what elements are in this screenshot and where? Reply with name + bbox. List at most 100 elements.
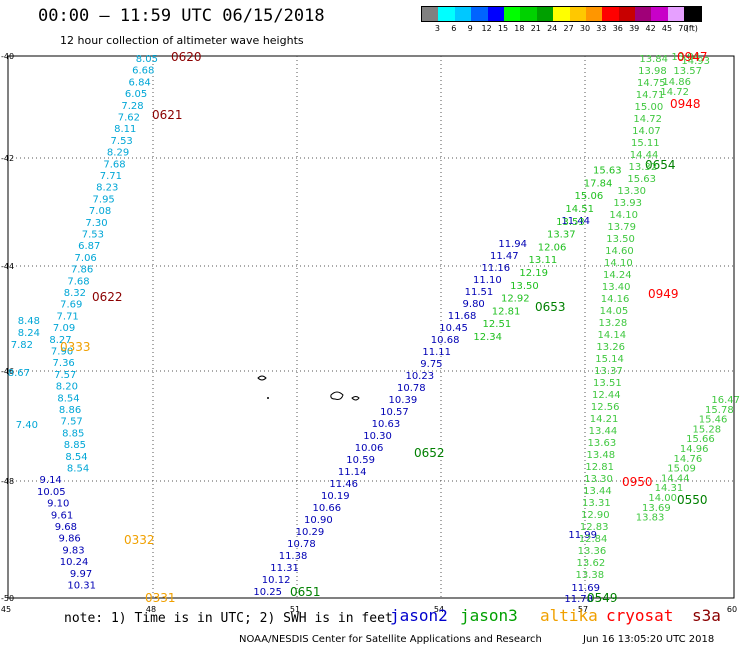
left-track-value: 9.10 xyxy=(47,499,69,510)
lon-tick-label: 57 xyxy=(578,605,588,614)
jason2-value: 11.68 xyxy=(448,311,477,322)
lat-tick-label: -46 xyxy=(1,367,14,376)
jason3-value: 12.34 xyxy=(473,332,502,343)
colorbar-label: (ft) xyxy=(685,24,698,33)
colorbar-label: 12 xyxy=(481,24,492,33)
jason3-value: 13.37 xyxy=(594,366,623,377)
jason3-value: 16.47 xyxy=(711,395,740,406)
left-track-value: 7.53 xyxy=(111,136,133,147)
jason3-value: 13.53 xyxy=(556,217,585,228)
jason2-value: 10.29 xyxy=(296,527,325,538)
island-outline xyxy=(267,397,269,399)
colorbar-label: 3 xyxy=(434,24,440,33)
lat-tick-label: -50 xyxy=(1,594,14,603)
jason2-value: 11.10 xyxy=(473,275,502,286)
jason3-value: 13.84 xyxy=(639,54,668,65)
left-track-value: 10.24 xyxy=(60,557,89,568)
jason3-value: 14.14 xyxy=(597,330,626,341)
jason3-value: 13.30 xyxy=(617,186,646,197)
island-outline xyxy=(257,375,267,381)
left-track-value: 8.85 xyxy=(62,428,84,439)
left-track-value: 8.85 xyxy=(64,440,86,451)
left-track-value: 8.54 xyxy=(65,452,87,463)
jason2-value: 10.90 xyxy=(304,515,333,526)
jason3-value: 14.72 xyxy=(660,87,689,98)
jason3-value: 15.06 xyxy=(575,191,604,202)
jason3-value: 12.90 xyxy=(581,510,610,521)
jason3-value: 15.66 xyxy=(686,434,715,445)
s3a-time-label: 0621 xyxy=(152,108,183,122)
cryosat-time-label: 0948 xyxy=(670,97,701,111)
jason3-value: 12.51 xyxy=(483,319,512,330)
left-track-value: 9.14 xyxy=(40,475,62,486)
jason2-value: 11.78 xyxy=(564,594,593,605)
colorbar-swatch xyxy=(454,7,472,21)
colorbar-label: 21 xyxy=(530,24,541,33)
colorbar-swatch xyxy=(503,7,521,21)
colorbar-label: 33 xyxy=(596,24,607,33)
legend-s3a: s3a xyxy=(692,606,721,625)
jason3-value: 15.63 xyxy=(593,166,622,177)
jason2-value: 10.59 xyxy=(346,455,375,466)
jason3-value: 12.19 xyxy=(519,268,548,279)
lon-tick-label: 60 xyxy=(727,605,737,614)
jason3-value: 12.84 xyxy=(579,534,608,545)
jason3-value: 13.93 xyxy=(613,198,642,209)
colorbar-swatch xyxy=(602,7,619,21)
s3a-time-label: 0620 xyxy=(171,50,202,64)
s3a-time-label: 0622 xyxy=(92,290,123,304)
colorbar-swatch xyxy=(569,7,586,21)
colorbar-label: 45 xyxy=(661,24,673,33)
lon-tick-label: 54 xyxy=(434,605,444,614)
timestamp: Jun 16 13:05:20 UTC 2018 xyxy=(583,634,715,645)
jason3-value: 14.51 xyxy=(565,204,594,215)
left-track-value: 8.20 xyxy=(56,382,78,393)
jason2-value: 10.06 xyxy=(355,443,384,454)
jason3-value: 13.28 xyxy=(599,318,628,329)
left-track-value: 7.30 xyxy=(85,218,107,229)
lon-tick-label: 45 xyxy=(1,605,11,614)
jason3-value: 17.84 xyxy=(584,178,613,189)
jason3-value: 13.38 xyxy=(575,570,604,581)
jason3-value: 15.63 xyxy=(627,174,656,185)
jason3-value: 14.96 xyxy=(680,444,709,455)
jason2-value: 10.12 xyxy=(262,575,291,586)
jason3-value: 13.26 xyxy=(596,342,625,353)
left-track-value: 7.28 xyxy=(121,101,143,112)
left-track-value: 8.54 xyxy=(57,393,79,404)
jason3-value: 13.37 xyxy=(547,230,576,241)
colorbar-swatch xyxy=(618,7,636,21)
jason3-value: 13.84 xyxy=(671,52,700,63)
jason2-value: 10.68 xyxy=(431,335,460,346)
jason3-value: 14.72 xyxy=(633,114,662,125)
jason3-value: 13.57 xyxy=(673,66,702,77)
jason3-value: 14.76 xyxy=(674,454,703,465)
jason3-value: 14.24 xyxy=(603,270,632,281)
jason2-value: 10.39 xyxy=(389,395,418,406)
jason3-value: 13.44 xyxy=(589,426,618,437)
island-outline xyxy=(351,396,360,401)
jason3-value: 13.48 xyxy=(586,450,615,461)
credit-line: NOAA/NESDIS Center for Satellite Applica… xyxy=(239,634,542,645)
cryosat-time-label: 0947 xyxy=(677,50,708,64)
jason2-value: 10.19 xyxy=(321,491,350,502)
jason2-value: 10.57 xyxy=(380,407,409,418)
altika-time-label: 0333 xyxy=(60,340,91,354)
jason3-time-label: 0549 xyxy=(587,591,618,605)
jason3-value: 14.75 xyxy=(637,78,666,89)
left-track-value: 7.08 xyxy=(89,206,111,217)
jason2-value: 10.25 xyxy=(253,587,282,598)
left-track-value: 8.29 xyxy=(107,148,129,159)
jason3-value: 13.51 xyxy=(593,378,622,389)
jason3-value: 14.31 xyxy=(655,483,684,494)
left-track-value: 10.05 xyxy=(37,487,66,498)
jason2-value: 11.11 xyxy=(422,347,451,358)
colorbar-label: 24 xyxy=(547,24,558,33)
jason2-value: 11.16 xyxy=(482,263,511,274)
altika-time-label: 0331 xyxy=(145,591,176,605)
jason3-value: 13.32 xyxy=(629,162,658,173)
colorbar-label: 30 xyxy=(579,24,591,33)
jason2-value: 11.51 xyxy=(465,287,494,298)
left-track-value: 9.83 xyxy=(62,545,84,556)
